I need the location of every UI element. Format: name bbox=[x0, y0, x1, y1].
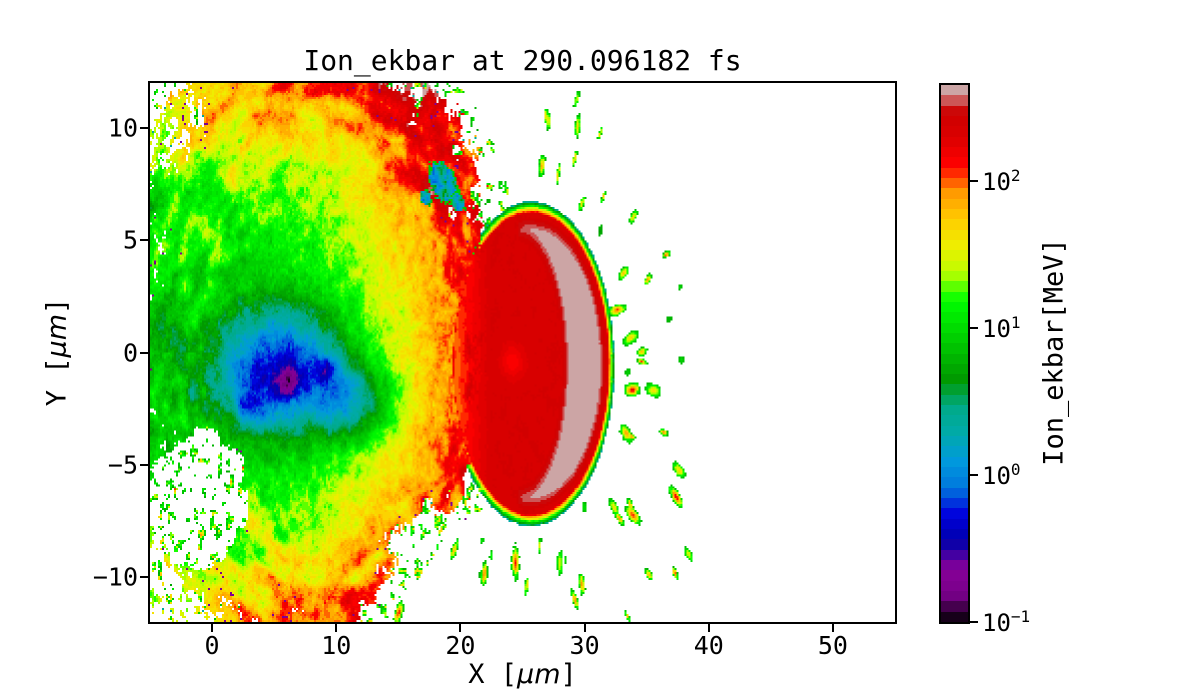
colorbar-tick-label: 102 bbox=[982, 166, 1021, 196]
y-tick-mark bbox=[140, 239, 148, 242]
colorbar-tick-base: 10 bbox=[982, 461, 1011, 490]
y-tick-mark bbox=[140, 351, 148, 354]
y-tick-mark bbox=[140, 126, 148, 129]
x-tick-mark bbox=[459, 624, 462, 632]
x-tick-mark bbox=[583, 624, 586, 632]
colorbar-tick-exponent: 2 bbox=[1010, 165, 1021, 185]
colorbar-tick-mark bbox=[970, 326, 978, 329]
colorbar-tick-label: 100 bbox=[982, 460, 1021, 490]
x-tick-label: 50 bbox=[817, 631, 848, 660]
x-tick-mark bbox=[831, 624, 834, 632]
y-tick-label: 10 bbox=[107, 113, 138, 143]
y-tick-label: −5 bbox=[107, 450, 138, 480]
x-axis-label: X [μm] bbox=[468, 659, 577, 690]
colorbar-tick-mark bbox=[970, 473, 978, 476]
colorbar-tick-mark bbox=[970, 621, 978, 623]
x-tick-mark bbox=[211, 624, 214, 632]
colorbar-tick-exponent: −1 bbox=[1010, 607, 1031, 626]
x-tick-label: 40 bbox=[693, 631, 724, 660]
plot-title: Ion_ekbar at 290.096182 fs bbox=[303, 44, 742, 77]
x-tick-mark bbox=[707, 624, 710, 632]
colorbar-tick-mark bbox=[970, 179, 978, 182]
y-tick-mark bbox=[140, 576, 148, 579]
colorbar-tick-exponent: 0 bbox=[1010, 459, 1021, 479]
colorbar-tick-base: 10 bbox=[982, 167, 1011, 196]
y-tick-label: 5 bbox=[122, 225, 138, 255]
plot-frame bbox=[148, 81, 897, 624]
colorbar-label: Ion_ekbar[MeV] bbox=[1038, 238, 1070, 466]
colorbar-tick-base: 10 bbox=[982, 314, 1011, 343]
colorbar-tick-label: 101 bbox=[982, 313, 1021, 343]
colorbar-canvas bbox=[941, 85, 968, 622]
y-tick-label: −10 bbox=[92, 562, 138, 592]
colorbar-tick-exponent: 1 bbox=[1010, 312, 1021, 332]
colorbar bbox=[939, 83, 970, 624]
x-tick-label: 10 bbox=[321, 631, 352, 660]
x-tick-label: 20 bbox=[445, 631, 476, 660]
colorbar-tick-base: 10 bbox=[982, 609, 1011, 637]
x-tick-mark bbox=[335, 624, 338, 632]
colorbar-tick-label: 10−1 bbox=[982, 607, 1030, 637]
y-tick-mark bbox=[140, 463, 148, 466]
heatmap-canvas bbox=[150, 83, 895, 622]
y-tick-label: 0 bbox=[122, 338, 138, 367]
x-tick-label: 30 bbox=[569, 631, 600, 660]
x-tick-label: 0 bbox=[204, 631, 220, 660]
